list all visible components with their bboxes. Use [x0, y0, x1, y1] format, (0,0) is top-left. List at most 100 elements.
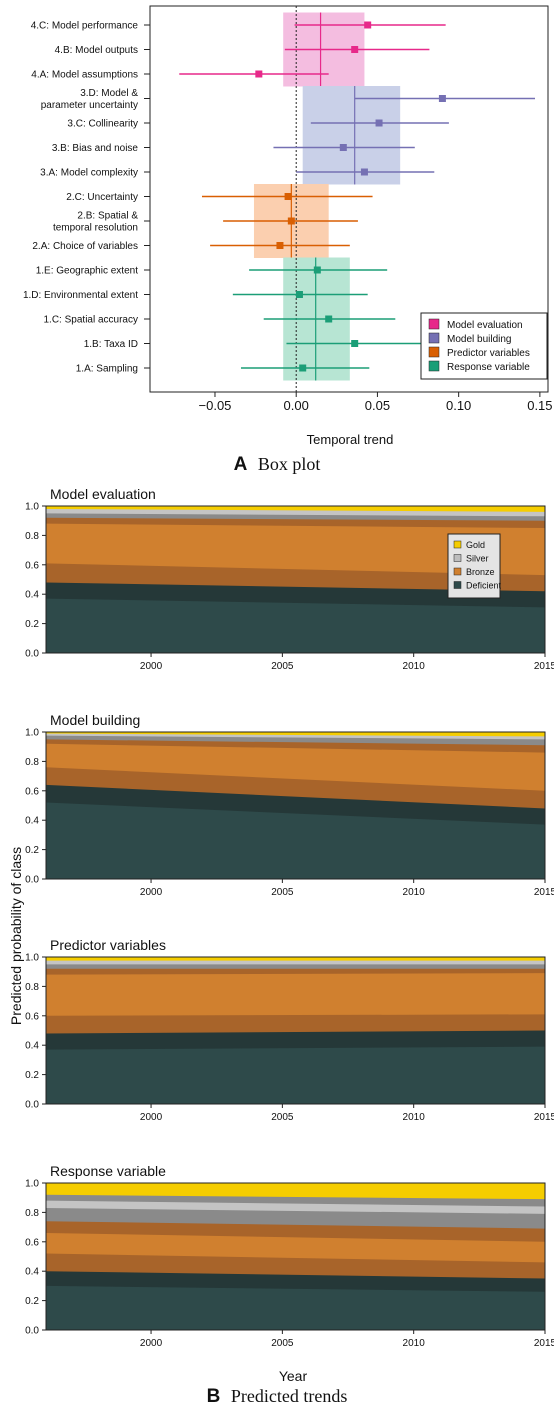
area-chart-title: Model building: [50, 712, 140, 728]
x-tick-label: 2000: [140, 1338, 163, 1349]
y-tick-label: 0.2: [25, 619, 39, 630]
item-label: 2.C: Uncertainty: [66, 192, 138, 203]
x-tick-label: 2015: [534, 1112, 554, 1123]
y-tick-label: 0.8: [25, 982, 39, 993]
item-label: 1.E: Geographic extent: [36, 266, 139, 277]
plot-frame: [149, 5, 549, 393]
shared-x-axis-title: Year: [279, 1368, 308, 1384]
panel-b-letter: B: [207, 1386, 221, 1407]
area-band: [46, 1285, 545, 1330]
legend-swatch: [428, 332, 440, 344]
y-tick-label: 0.4: [25, 1267, 39, 1278]
x-tick-label: 2010: [403, 887, 426, 898]
item-label: 4.B: Model outputs: [55, 45, 138, 56]
item-label: 3.C: Collinearity: [67, 119, 138, 130]
y-tick-label: 0.6: [25, 1011, 39, 1022]
area-band: [46, 802, 545, 879]
item-label: 1.D: Environmental extent: [23, 290, 138, 301]
panel-a-letter: A: [234, 454, 248, 475]
y-tick-label: 0.6: [25, 786, 39, 797]
area-legend-swatch: [453, 567, 462, 576]
x-tick-label: 2015: [534, 887, 554, 898]
legend-box: [420, 312, 548, 380]
estimate-point: [364, 21, 372, 29]
y-tick-label: 0.0: [25, 1326, 39, 1337]
area-chart-title: Response variable: [50, 1163, 166, 1179]
y-tick-label: 1.0: [25, 728, 39, 739]
x-tick-label: 2000: [140, 887, 163, 898]
area-plot-frame: [45, 505, 546, 654]
area-plot-frame: [45, 956, 546, 1105]
group-box: [302, 86, 401, 185]
y-tick-label: 0.4: [25, 590, 39, 601]
legend-label: Model building: [447, 334, 512, 345]
estimate-point: [325, 315, 333, 323]
item-label: 1.A: Sampling: [76, 364, 138, 375]
item-label: 1.C: Spatial accuracy: [44, 315, 139, 326]
x-tick-label: 2005: [271, 1112, 294, 1123]
legend-swatch: [428, 360, 440, 372]
estimate-point: [360, 168, 368, 176]
y-tick-label: 0.8: [25, 1208, 39, 1219]
y-tick-label: 0.2: [25, 845, 39, 856]
item-label: 4.A: Model assumptions: [31, 70, 138, 81]
area-charts-panel: Model evaluation 0.0 0.2 0.4 0.6 0.8 1.0 2000 20…: [25, 486, 554, 1349]
y-tick-label: 1.0: [25, 953, 39, 964]
x-tick-label: 0.15: [527, 398, 552, 413]
y-tick-label: 0.2: [25, 1070, 39, 1081]
area-band: [46, 598, 545, 653]
estimate-point: [351, 46, 359, 53]
panel-a-caption: A Box plot: [234, 454, 321, 475]
area-band: [46, 1046, 545, 1104]
y-tick-label: 0.6: [25, 560, 39, 571]
x-tick-label: 2000: [140, 1112, 163, 1123]
x-tick-label: 2010: [403, 1112, 426, 1123]
y-tick-label: 0.0: [25, 875, 39, 886]
estimate-point: [255, 70, 263, 78]
legend-label: Model evaluation: [447, 320, 523, 331]
item-label: 3.A: Model complexity: [40, 168, 138, 179]
panel-b-caption: B Predicted trends: [207, 1386, 348, 1407]
area-legend-label: Bronze: [466, 567, 495, 577]
x-tick-label: 0.10: [446, 398, 471, 413]
y-tick-label: 0.2: [25, 1296, 39, 1307]
estimate-point: [287, 217, 295, 225]
estimate-point: [438, 95, 446, 102]
x-tick-label: 2000: [140, 661, 163, 672]
estimate-point: [375, 119, 383, 127]
y-tick-label: 0.8: [25, 531, 39, 542]
x-tick-label: 2010: [403, 661, 426, 672]
item-label: 2.A: Choice of variables: [32, 241, 138, 252]
x-tick-label: 2015: [534, 1338, 554, 1349]
x-tick-label: −0.05: [199, 398, 232, 413]
area-chart-title: Predictor variables: [50, 937, 166, 953]
item-label: 3.D: Model & parameter uncertainty: [41, 88, 139, 111]
y-tick-label: 1.0: [25, 502, 39, 513]
x-axis-title: Temporal trend: [307, 432, 394, 447]
x-tick-label: 2005: [271, 887, 294, 898]
area-plot-frame: [45, 731, 546, 880]
area-legend-swatch: [453, 581, 462, 589]
panel-a-caption-text: Box plot: [258, 454, 321, 474]
area-legend-label: Gold: [466, 540, 485, 550]
area-legend-swatch: [453, 554, 462, 562]
x-tick-label: 2010: [403, 1338, 426, 1349]
y-tick-label: 0.0: [25, 1100, 39, 1111]
estimate-point: [284, 193, 292, 200]
y-tick-label: 1.0: [25, 1179, 39, 1190]
area-chart-title: Model evaluation: [50, 486, 156, 502]
y-tick-label: 0.8: [25, 757, 39, 768]
x-tick-label: 2005: [271, 1338, 294, 1349]
estimate-point: [313, 266, 321, 274]
x-tick-label: 2015: [534, 661, 554, 672]
estimate-point: [295, 291, 303, 298]
estimate-point: [339, 144, 347, 151]
item-label: 2.B: Spatial & temporal resolution: [53, 211, 138, 234]
estimate-point: [299, 364, 307, 372]
x-tick-label: 0.05: [365, 398, 390, 413]
panel-b-caption-text: Predicted trends: [231, 1386, 347, 1406]
y-tick-label: 0.0: [25, 649, 39, 660]
legend-swatch: [428, 318, 440, 330]
legend-swatch: [428, 346, 440, 358]
